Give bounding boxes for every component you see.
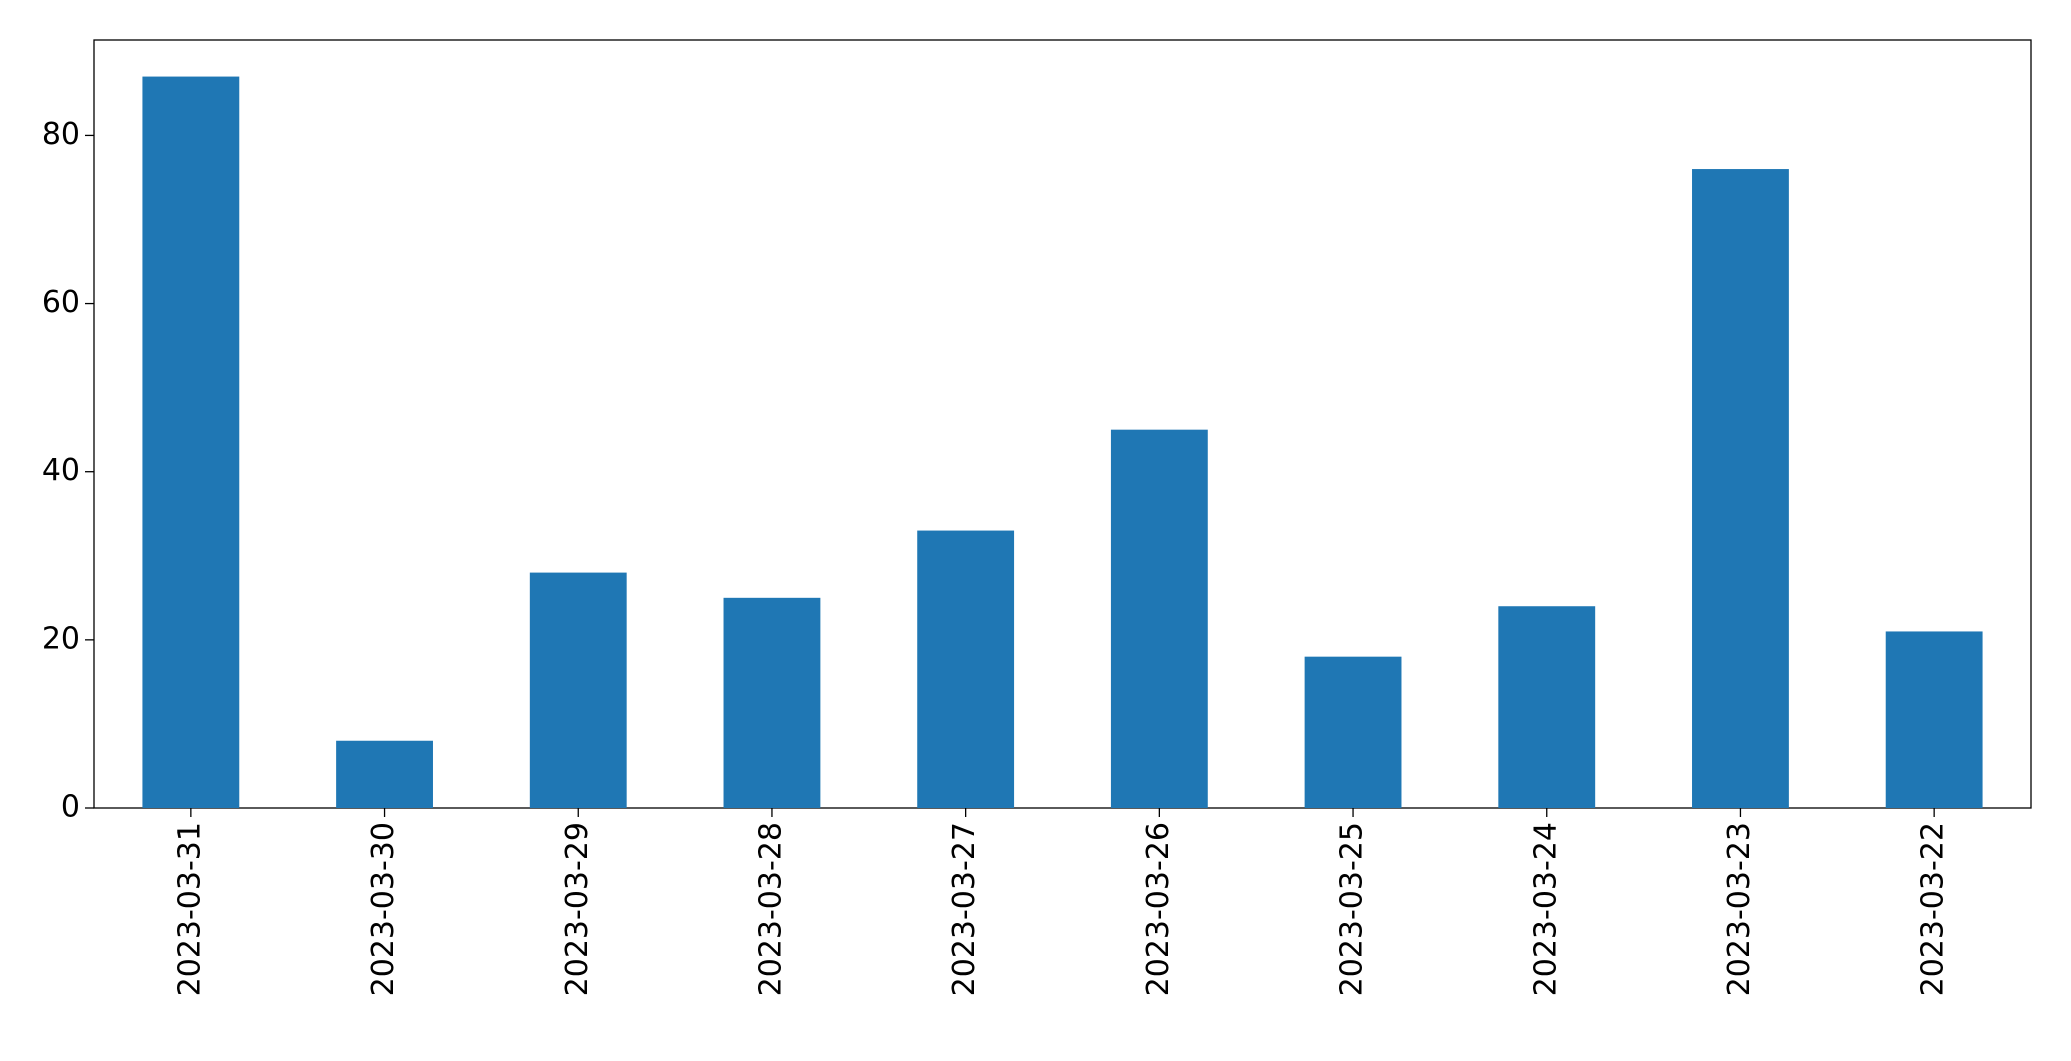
x-tick-label: 2023-03-28 <box>753 822 788 996</box>
x-tick-label: 2023-03-25 <box>1335 822 1370 996</box>
y-tick-label: 60 <box>42 285 80 320</box>
bar <box>1885 631 1983 808</box>
x-tick-label: 2023-03-22 <box>1916 822 1951 996</box>
plot-frame <box>93 39 2032 809</box>
x-tick-label: 2023-03-29 <box>560 822 595 996</box>
x-tick-label: 2023-03-30 <box>366 822 401 996</box>
bar <box>529 572 627 808</box>
x-tick-label: 2023-03-26 <box>1141 822 1176 996</box>
y-tick-label: 0 <box>61 790 80 825</box>
bar <box>336 740 433 808</box>
bar <box>1304 656 1402 808</box>
y-tick-label: 80 <box>42 117 80 152</box>
bar <box>1110 429 1208 808</box>
bar <box>1498 606 1596 808</box>
bar <box>917 530 1015 808</box>
y-tick-label: 40 <box>42 453 80 488</box>
bar <box>142 76 240 809</box>
x-tick-label: 2023-03-31 <box>172 822 207 996</box>
y-tick-label: 20 <box>42 621 80 656</box>
bar <box>723 597 821 808</box>
x-tick-label: 2023-03-23 <box>1722 822 1757 996</box>
x-tick-label: 2023-03-24 <box>1528 822 1563 996</box>
x-tick-label: 2023-03-27 <box>947 822 982 996</box>
bar <box>1692 169 1789 808</box>
